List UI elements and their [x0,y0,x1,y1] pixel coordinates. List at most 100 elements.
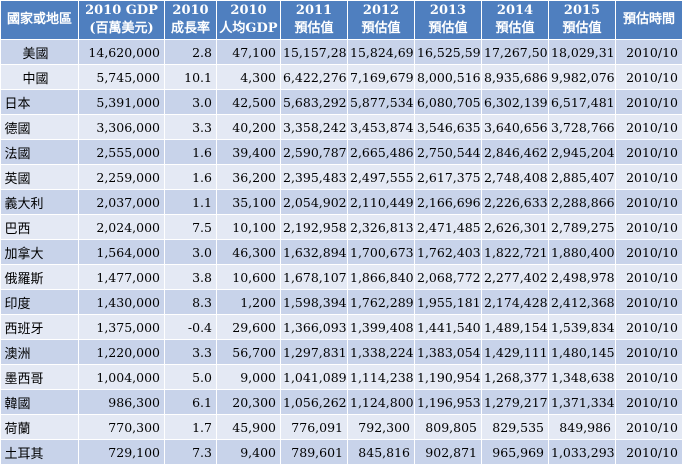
cell-estimate-date: 2010/10 [615,339,682,365]
cell-per-capita-gdp-2010: 39,400 [216,139,281,165]
cell-estimate-2015: 2,789,275 [548,214,616,240]
cell-estimate-2012: 1,762,289 [347,289,415,315]
column-header-estimate-2011: 2011 預估值 [280,0,348,40]
cell-per-capita-gdp-2010: 1,200 [216,289,281,315]
cell-estimate-date: 2010/10 [615,414,682,440]
table-body: 美國 14,620,000 2.8 47,100 15,157,285 15,824,69… [0,39,682,465]
cell-per-capita-gdp-2010: 10,600 [216,264,281,290]
cell-estimate-2013: 2,068,772 [414,264,482,290]
cell-growth-2010: 5.0 [164,364,217,390]
cell-growth-2010: 10.1 [164,64,217,90]
cell-estimate-2015: 1,033,293 [548,439,616,465]
cell-estimate-2013: 2,617,375 [414,164,482,190]
cell-estimate-2012: 1,866,840 [347,264,415,290]
cell-estimate-2011: 1,297,831 [280,339,348,365]
cell-estimate-2011: 2,395,483 [280,164,348,190]
cell-growth-2010: 3.3 [164,339,217,365]
cell-gdp-2010: 3,306,000 [78,114,165,140]
cell-growth-2010: 3.0 [164,239,217,265]
cell-estimate-2014: 1,279,217 [481,389,549,415]
cell-estimate-2013: 1,196,953 [414,389,482,415]
cell-growth-2010: 1.6 [164,164,217,190]
cell-estimate-2013: 16,525,593 [414,39,482,65]
cell-estimate-2011: 6,422,276 [280,64,348,90]
table-row: 美國 14,620,000 2.8 47,100 15,157,285 15,824,69… [0,39,682,65]
cell-gdp-2010: 2,555,000 [78,139,165,165]
cell-estimate-date: 2010/10 [615,214,682,240]
cell-country: 法國 [0,139,79,165]
cell-estimate-2012: 5,877,534 [347,89,415,115]
cell-per-capita-gdp-2010: 35,100 [216,189,281,215]
table-row: 荷蘭 770,300 1.7 45,900 776,091 792,300 809,805 8… [0,414,682,440]
cell-estimate-2011: 789,601 [280,439,348,465]
cell-estimate-2013: 1,441,540 [414,314,482,340]
cell-gdp-2010: 1,220,000 [78,339,165,365]
cell-estimate-date: 2010/10 [615,239,682,265]
cell-estimate-date: 2010/10 [615,164,682,190]
cell-country: 西班牙 [0,314,79,340]
cell-country: 澳洲 [0,339,79,365]
cell-gdp-2010: 5,391,000 [78,89,165,115]
cell-estimate-2015: 1,539,834 [548,314,616,340]
cell-estimate-2012: 2,497,555 [347,164,415,190]
table-row: 俄羅斯 1,477,000 3.8 10,600 1,678,107 1,866,840 2… [0,264,682,290]
cell-estimate-2015: 2,412,368 [548,289,616,315]
cell-estimate-2012: 2,665,486 [347,139,415,165]
cell-gdp-2010: 729,100 [78,439,165,465]
cell-estimate-2012: 1,124,800 [347,389,415,415]
cell-per-capita-gdp-2010: 4,300 [216,64,281,90]
cell-growth-2010: 1.6 [164,139,217,165]
cell-estimate-2011: 776,091 [280,414,348,440]
cell-estimate-2014: 8,935,686 [481,64,549,90]
cell-estimate-2014: 3,640,656 [481,114,549,140]
cell-estimate-2013: 1,762,403 [414,239,482,265]
column-header-per-capita-gdp-2010: 2010 人均GDP [216,0,281,40]
cell-growth-2010: 2.8 [164,39,217,65]
cell-estimate-2011: 1,366,093 [280,314,348,340]
cell-estimate-2015: 2,945,204 [548,139,616,165]
cell-per-capita-gdp-2010: 45,900 [216,414,281,440]
cell-gdp-2010: 2,024,000 [78,214,165,240]
table-row: 印度 1,430,000 8.3 1,200 1,598,394 1,762,289 1,9… [0,289,682,315]
cell-estimate-2013: 1,383,054 [414,339,482,365]
table-row: 義大利 2,037,000 1.1 35,100 2,054,902 2,110,449 2… [0,189,682,215]
cell-estimate-2015: 6,517,481 [548,89,616,115]
cell-estimate-2014: 1,429,111 [481,339,549,365]
table-row: 西班牙 1,375,000 -0.4 29,600 1,366,093 1,399,408… [0,314,682,340]
cell-estimate-date: 2010/10 [615,439,682,465]
cell-estimate-2014: 2,626,301 [481,214,549,240]
cell-estimate-2011: 15,157,285 [280,39,348,65]
cell-estimate-2011: 1,632,894 [280,239,348,265]
cell-per-capita-gdp-2010: 29,600 [216,314,281,340]
column-header-estimate-2012: 2012 預估值 [347,0,415,40]
table-row: 韓國 986,300 6.1 20,300 1,056,262 1,124,800 1,19… [0,389,682,415]
cell-gdp-2010: 1,564,000 [78,239,165,265]
cell-estimate-2014: 2,174,428 [481,289,549,315]
cell-estimate-2013: 2,750,544 [414,139,482,165]
cell-estimate-2015: 9,982,076 [548,64,616,90]
cell-growth-2010: 3.8 [164,264,217,290]
cell-country: 中國 [0,64,79,90]
cell-estimate-2015: 1,371,334 [548,389,616,415]
cell-country: 德國 [0,114,79,140]
column-header-gdp-2010: 2010 GDP (百萬美元) [78,0,165,40]
cell-estimate-2013: 2,471,485 [414,214,482,240]
cell-gdp-2010: 986,300 [78,389,165,415]
cell-estimate-2014: 6,302,139 [481,89,549,115]
cell-estimate-2015: 18,029,317 [548,39,616,65]
cell-estimate-2012: 15,824,694 [347,39,415,65]
cell-estimate-2013: 8,000,516 [414,64,482,90]
cell-growth-2010: 1.7 [164,414,217,440]
cell-gdp-2010: 2,037,000 [78,189,165,215]
cell-growth-2010: 6.1 [164,389,217,415]
cell-estimate-2014: 965,969 [481,439,549,465]
cell-estimate-date: 2010/10 [615,189,682,215]
cell-estimate-2011: 3,358,242 [280,114,348,140]
cell-estimate-2014: 829,535 [481,414,549,440]
cell-growth-2010: -0.4 [164,314,217,340]
cell-estimate-2014: 2,277,402 [481,264,549,290]
cell-country: 美國 [0,39,79,65]
cell-estimate-2011: 2,590,787 [280,139,348,165]
cell-estimate-date: 2010/10 [615,314,682,340]
column-header-estimate-2014: 2014 預估值 [481,0,549,40]
